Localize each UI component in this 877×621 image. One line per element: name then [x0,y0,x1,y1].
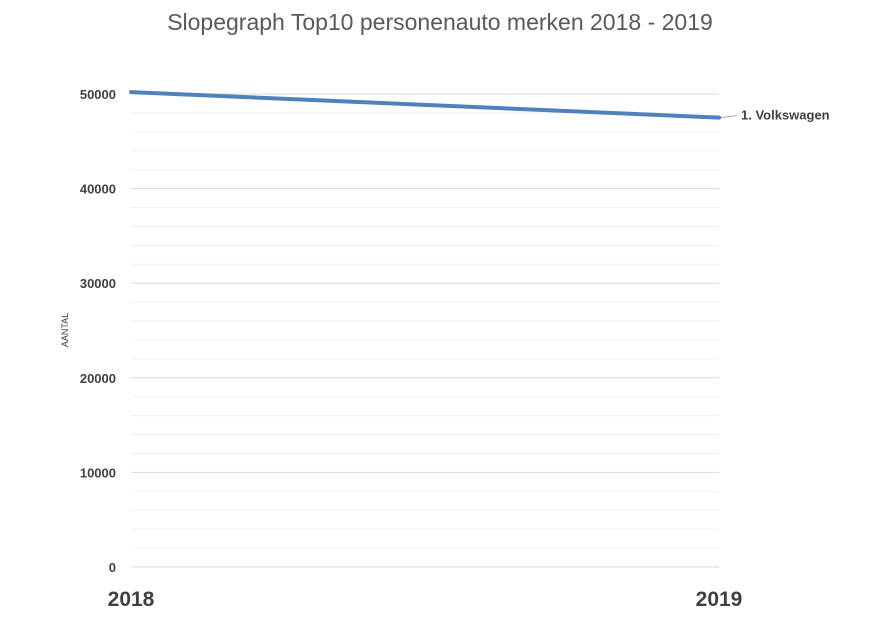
series-line [129,90,721,120]
y-tick-label: 40000 [80,182,116,197]
series-label: 1. Volkswagen [741,108,830,123]
y-axis-ticks: 0 10000 20000 30000 40000 50000 [80,87,116,575]
y-tick-label: 30000 [80,276,116,291]
y-tick-label: 10000 [80,465,116,480]
x-axis-ticks: 2018 2019 [108,588,743,611]
x-tick-label: 2019 [696,588,743,611]
gridlines [131,93,719,568]
y-tick-label: 0 [109,560,116,575]
y-tick-label: 50000 [80,87,116,102]
series-layer: 1. Volkswagen [129,90,830,123]
y-tick-label: 20000 [80,371,116,386]
chart-title: Slopegraph Top10 personenauto merken 201… [167,9,713,35]
x-tick-label: 2018 [108,588,155,611]
series-label-leader [720,115,738,119]
y-axis-label: AANTAL [60,313,70,347]
